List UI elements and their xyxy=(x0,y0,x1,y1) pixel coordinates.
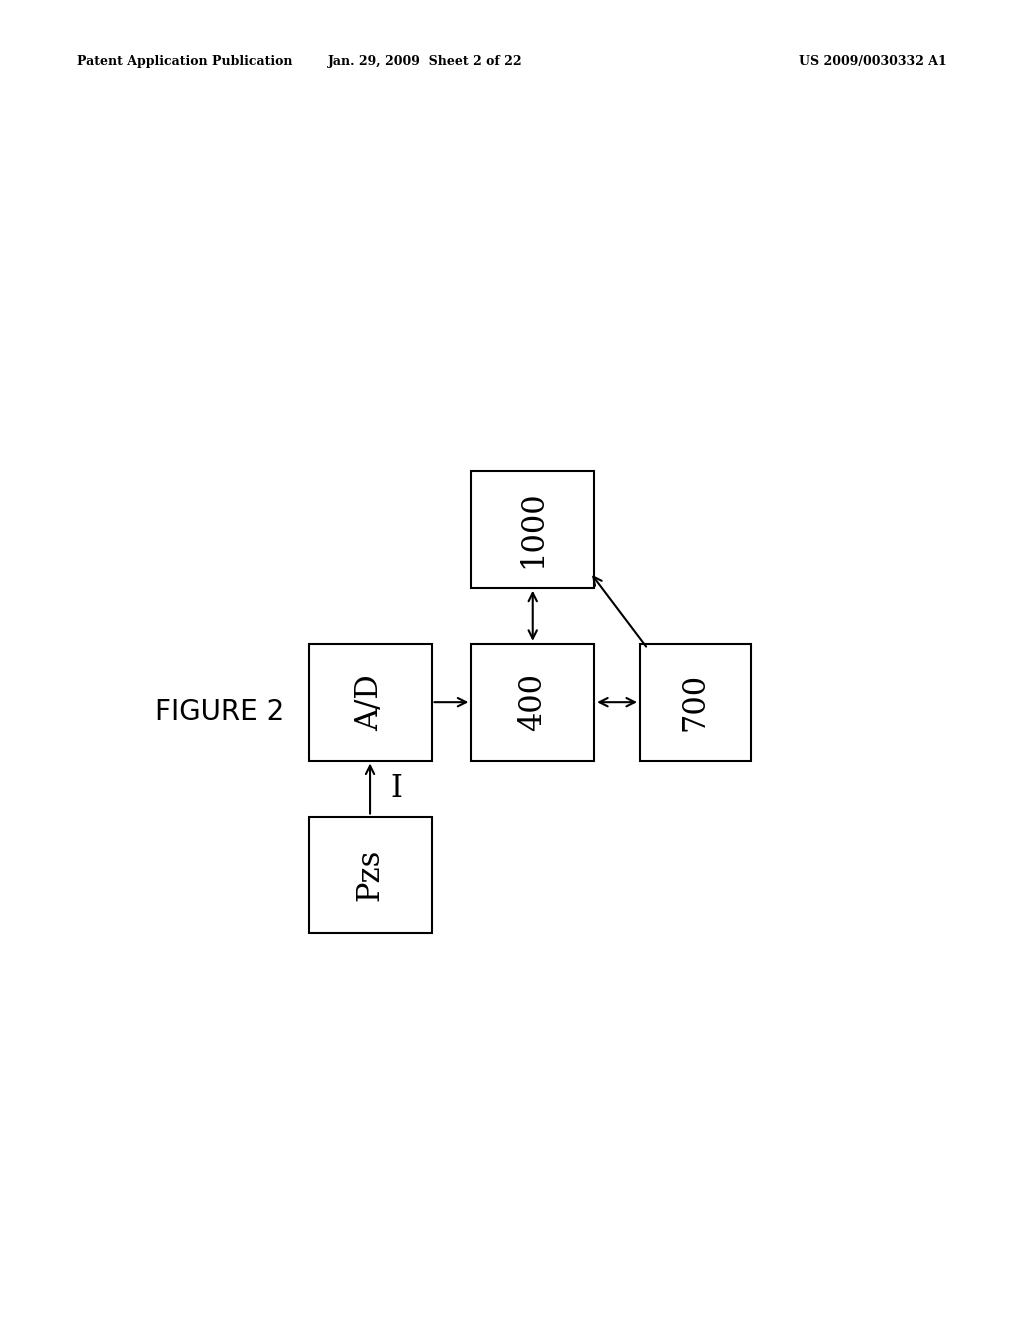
Text: 700: 700 xyxy=(680,673,711,731)
Bar xyxy=(308,644,431,760)
Text: I: I xyxy=(390,774,401,804)
Text: A/D: A/D xyxy=(354,673,386,730)
Text: 1000: 1000 xyxy=(517,491,548,568)
Text: 400: 400 xyxy=(517,673,548,731)
Bar xyxy=(640,644,751,760)
Text: Pzs: Pzs xyxy=(354,849,386,902)
Text: FIGURE 2: FIGURE 2 xyxy=(155,698,284,726)
Bar xyxy=(471,644,594,760)
Text: Patent Application Publication: Patent Application Publication xyxy=(77,55,292,69)
Bar xyxy=(308,817,431,933)
Text: US 2009/0030332 A1: US 2009/0030332 A1 xyxy=(800,55,947,69)
Text: Jan. 29, 2009  Sheet 2 of 22: Jan. 29, 2009 Sheet 2 of 22 xyxy=(328,55,522,69)
Bar xyxy=(471,471,594,587)
